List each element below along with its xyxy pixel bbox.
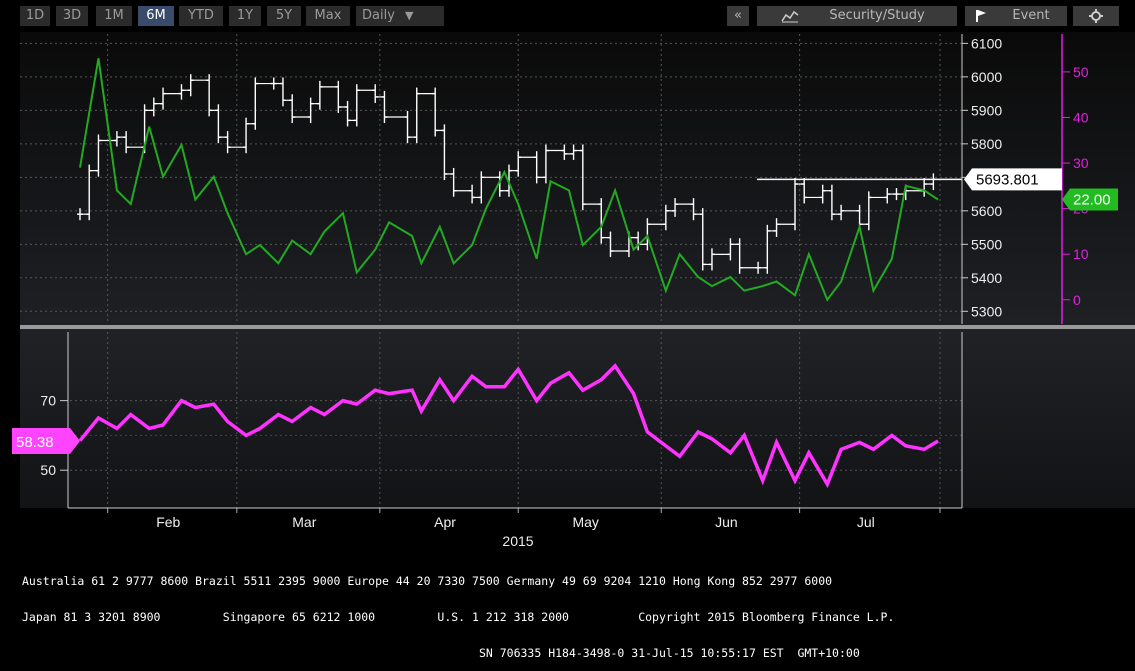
price-tick-label: 5800 <box>971 136 1002 152</box>
secondary-tick-label: 50 <box>1073 64 1089 80</box>
secondary-tick-label: 30 <box>1073 155 1089 171</box>
last-rsi-badge-bg <box>12 428 80 455</box>
chart-line-icon <box>781 10 799 23</box>
last-green-badge-bg <box>1062 188 1118 211</box>
footer-line-2: Japan 81 3 3201 8900 Singapore 65 6212 1… <box>22 610 895 624</box>
last-rsi-badge: 58.38 <box>12 428 80 455</box>
price-tick-label: 6100 <box>971 35 1002 51</box>
period-max[interactable]: Max <box>306 6 350 26</box>
flag-icon <box>976 10 986 22</box>
last-price-badge: 5693.801 <box>964 168 1062 191</box>
period-6m[interactable]: 6M <box>138 6 174 26</box>
event-button[interactable]: Event <box>965 6 1067 26</box>
double-chevron-left-icon: « <box>734 8 742 23</box>
month-label: May <box>572 514 598 530</box>
period-3d[interactable]: 3D <box>56 6 88 26</box>
event-label: Event <box>1012 8 1050 23</box>
security-study-label: Security/Study <box>829 8 925 23</box>
price-tick-label: 5900 <box>971 102 1002 118</box>
toolbar: 1D 3D 1M 6M YTD 1Y 5Y Max Daily ▼ « Secu… <box>0 0 1135 32</box>
footer-contacts: Australia 61 2 9777 8600 Brazil 5511 239… <box>22 551 1122 671</box>
price-tick-label: 5500 <box>971 236 1002 252</box>
footer-line-1: Australia 61 2 9777 8600 Brazil 5511 239… <box>22 574 833 588</box>
rsi-tick-label: 50 <box>40 462 56 478</box>
period-ytd[interactable]: YTD <box>179 6 223 26</box>
month-label: Mar <box>292 514 316 530</box>
month-label: Jul <box>857 514 875 530</box>
price-tick-label: 5400 <box>971 270 1002 286</box>
month-label: Feb <box>156 514 180 530</box>
bottom-panel-bg <box>20 328 1135 508</box>
period-1y[interactable]: 1Y <box>229 6 261 26</box>
last-green-value: 22.00 <box>1073 192 1111 209</box>
month-label: Jun <box>715 514 738 530</box>
security-study-button[interactable]: Security/Study <box>757 6 957 26</box>
last-green-badge: 22.00 <box>1062 188 1118 211</box>
footer-line-3: SN 706335 H184-3498-0 31-Jul-15 10:55:17… <box>22 646 860 660</box>
secondary-tick-label: 0 <box>1073 292 1081 308</box>
chart-canvas: 5300540055005600570058005900600061000102… <box>12 32 1135 549</box>
chevron-down-icon: ▼ <box>405 9 414 22</box>
year-label: 2015 <box>502 533 533 549</box>
month-label: Apr <box>434 514 456 530</box>
last-price-badge-bg <box>964 168 1062 191</box>
period-5y[interactable]: 5Y <box>267 6 301 26</box>
top-panel-bg <box>20 32 1135 325</box>
price-tick-label: 6000 <box>971 69 1002 85</box>
panel-divider <box>20 325 1135 329</box>
period-1d[interactable]: 1D <box>20 6 50 26</box>
secondary-tick-label: 10 <box>1073 246 1089 262</box>
settings-button[interactable] <box>1073 6 1119 26</box>
last-price-value: 5693.801 <box>976 171 1039 188</box>
period-1m[interactable]: 1M <box>96 6 132 26</box>
price-series <box>77 74 937 274</box>
price-tick-label: 5600 <box>971 203 1002 219</box>
last-rsi-value: 58.38 <box>16 434 54 451</box>
secondary-tick-label: 40 <box>1073 109 1089 125</box>
price-tick-label: 5300 <box>971 303 1002 319</box>
interval-dropdown[interactable]: Daily ▼ <box>356 6 444 26</box>
rsi-tick-label: 70 <box>40 393 56 409</box>
interval-label: Daily <box>362 8 395 23</box>
gear-icon <box>1089 9 1103 23</box>
green-study-line <box>79 58 939 302</box>
collapse-button[interactable]: « <box>727 6 749 26</box>
rsi-line <box>78 363 939 489</box>
